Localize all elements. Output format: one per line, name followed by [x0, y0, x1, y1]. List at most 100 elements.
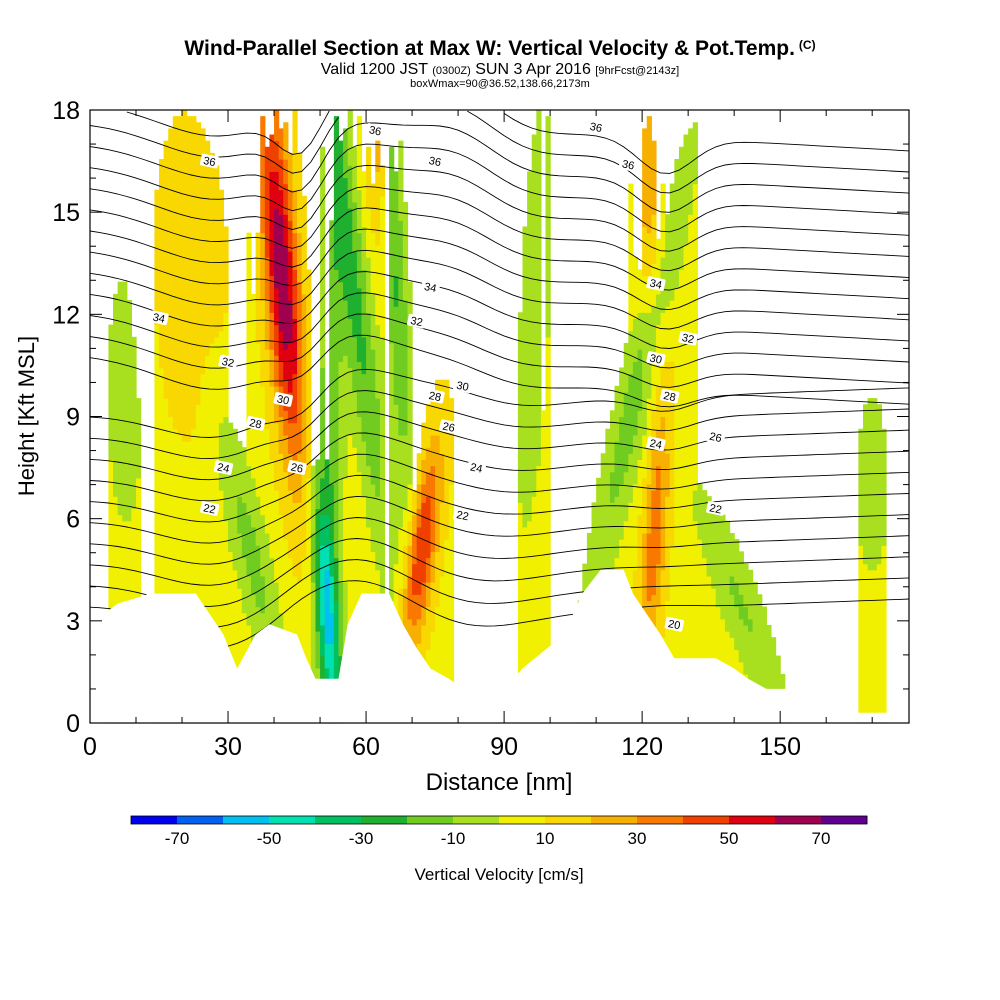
- w-cell: [251, 526, 257, 595]
- copyright-mark: (C): [798, 38, 816, 52]
- w-cell: [237, 532, 243, 589]
- w-cell: [283, 434, 289, 473]
- w-cell: [683, 134, 689, 246]
- w-cell: [343, 177, 349, 301]
- w-cell: [614, 385, 620, 442]
- theta-label-bg: [466, 460, 487, 475]
- w-cell: [205, 140, 211, 356]
- w-cell: [315, 631, 321, 669]
- theta-label-bg: [660, 388, 680, 404]
- w-cell: [191, 428, 197, 724]
- w-cell: [761, 606, 767, 706]
- w-cell: [306, 269, 312, 479]
- w-cell: [435, 434, 441, 552]
- w-cell: [223, 520, 229, 724]
- w-cell: [269, 312, 275, 350]
- w-cell: [278, 361, 284, 387]
- colorbar-swatch: [453, 816, 500, 824]
- w-cell: [734, 582, 740, 608]
- y-tick-label: 3: [66, 608, 80, 636]
- w-cell: [306, 477, 312, 724]
- theta-label-text: 32: [681, 332, 695, 346]
- colorbar-tick-label: 50: [720, 829, 739, 848]
- w-cell: [361, 269, 367, 338]
- w-cell: [356, 361, 363, 418]
- w-cell: [278, 189, 284, 215]
- w-cell: [297, 281, 303, 454]
- w-cell: [278, 514, 284, 614]
- w-cell: [361, 336, 367, 375]
- w-cell: [255, 545, 261, 608]
- w-cell: [269, 349, 275, 387]
- w-cell: [283, 349, 289, 381]
- w-cell: [632, 318, 639, 362]
- w-cell: [881, 545, 887, 724]
- theta-label-text: 30: [276, 393, 290, 407]
- w-cell: [251, 594, 257, 644]
- w-cell: [283, 539, 289, 651]
- w-cell: [540, 410, 547, 724]
- theta-label-bg: [646, 276, 666, 292]
- w-cell: [430, 465, 436, 552]
- w-cell: [347, 208, 353, 320]
- w-cell: [324, 643, 330, 669]
- w-cell: [651, 594, 657, 638]
- w-cell: [591, 502, 597, 626]
- w-cell: [448, 398, 455, 485]
- theta-label: 24: [646, 436, 666, 452]
- w-cell: [674, 287, 680, 724]
- w-cell: [122, 281, 128, 522]
- w-cell: [416, 526, 422, 595]
- w-cell: [283, 183, 289, 215]
- w-cell: [706, 575, 712, 724]
- w-cell: [545, 116, 551, 338]
- w-cell: [379, 336, 386, 595]
- w-cell: [200, 373, 206, 724]
- theta-label-text: 22: [202, 502, 216, 516]
- w-cell: [743, 606, 749, 626]
- colorbar-frame: [130, 815, 868, 825]
- w-cell: [586, 532, 593, 632]
- theta-contour-line: [89, 143, 910, 233]
- w-cell: [729, 575, 735, 595]
- theta-label-text: 36: [368, 124, 382, 138]
- box-wmax-info: boxWmax=90@36.52,138.66,2173m: [410, 78, 590, 90]
- w-cell: [310, 582, 317, 681]
- w-cell: [214, 165, 220, 338]
- w-cell: [628, 330, 634, 375]
- w-cell: [752, 582, 758, 687]
- w-cell: [246, 575, 252, 626]
- theta-label-text: 26: [290, 461, 304, 475]
- theta-label-text: 22: [455, 509, 469, 523]
- w-cell: [430, 434, 436, 467]
- w-cell: [637, 312, 643, 350]
- w-cell: [218, 330, 225, 424]
- w-cell: [347, 165, 353, 209]
- w-cell: [655, 465, 662, 565]
- colorbar-label: Vertical Velocity [cm/s]: [414, 865, 583, 884]
- w-cell: [274, 110, 280, 142]
- w-cell: [283, 122, 289, 160]
- w-cell: [660, 183, 666, 258]
- w-cell: [425, 557, 432, 583]
- chart-title-main: Wind-Parallel Section at Max W: Vertical…: [184, 37, 795, 60]
- w-cell: [297, 502, 303, 583]
- w-cell: [269, 134, 275, 172]
- w-cell: [688, 214, 694, 724]
- w-cell: [292, 189, 298, 234]
- w-cell: [264, 257, 271, 301]
- w-cell: [724, 520, 731, 632]
- theta-contour-line: [89, 368, 910, 438]
- w-cell: [439, 502, 445, 577]
- colorbar-swatch: [223, 816, 270, 824]
- w-cell: [260, 116, 266, 234]
- w-cell: [366, 465, 372, 528]
- w-cell: [872, 569, 878, 724]
- w-cell: [646, 483, 652, 534]
- theta-label-text: 36: [202, 155, 216, 169]
- w-cell: [320, 146, 326, 369]
- w-cell: [711, 502, 717, 589]
- w-cell: [200, 128, 206, 375]
- x-tick-label: 0: [83, 733, 97, 761]
